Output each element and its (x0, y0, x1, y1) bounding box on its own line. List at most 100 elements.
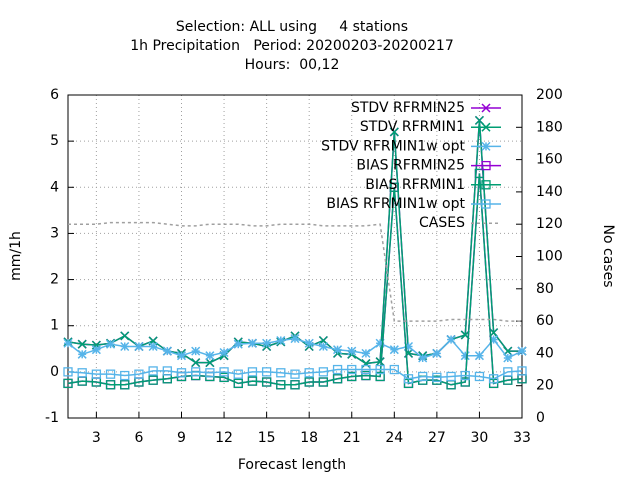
marker (432, 348, 442, 358)
marker (290, 334, 300, 344)
marker-square (63, 378, 73, 389)
marker-square (332, 364, 343, 375)
marker-square (105, 369, 116, 379)
marker (503, 367, 513, 377)
marker-square (481, 199, 491, 209)
x-tick-label: 18 (300, 430, 318, 446)
marker-square (474, 371, 485, 382)
marker (219, 372, 229, 383)
marker-square (120, 380, 130, 390)
marker-stroke (361, 359, 371, 369)
marker (77, 349, 87, 359)
y-tick-label: 4 (50, 179, 59, 195)
marker (148, 375, 158, 385)
marker-square (261, 377, 272, 387)
marker-square (290, 369, 300, 379)
title-line: Selection: ALL using 4 stations (176, 19, 408, 35)
marker (63, 378, 73, 389)
marker (481, 199, 491, 209)
y2-tick-label: 160 (536, 152, 563, 168)
y2-tick-label: 40 (536, 345, 554, 361)
x-tick-label: 12 (215, 430, 233, 446)
marker (333, 345, 343, 355)
marker (191, 358, 201, 368)
legend-label: STDV RFRMIN1 (360, 119, 465, 135)
marker (276, 368, 286, 378)
marker (233, 339, 243, 349)
x-tick-label: 21 (343, 430, 361, 446)
marker (191, 346, 201, 356)
marker-square (304, 368, 314, 378)
marker (261, 377, 272, 387)
y2-tick-label: 180 (536, 119, 563, 135)
marker (91, 369, 102, 379)
marker-square (233, 378, 243, 389)
legend-label: BIAS RFRMIN1w opt (326, 196, 465, 212)
marker-square (375, 371, 385, 382)
marker (205, 368, 215, 378)
marker-stroke (389, 127, 399, 137)
marker (418, 353, 428, 363)
marker (361, 359, 371, 369)
series-line (67, 173, 523, 386)
marker-square (460, 377, 470, 387)
marker-square (347, 371, 357, 382)
marker-square (219, 367, 229, 377)
marker (460, 351, 470, 361)
legend-label: CASES (419, 215, 465, 231)
y2-tick-label: 200 (536, 87, 563, 103)
marker (375, 364, 385, 375)
marker (120, 380, 130, 390)
marker (148, 366, 158, 376)
marker-stroke (205, 358, 215, 368)
legend-label: STDV RFRMIN25 (351, 100, 465, 116)
marker (488, 374, 499, 384)
marker-square (233, 369, 243, 379)
marker-stroke (481, 122, 491, 132)
marker-square (460, 370, 470, 381)
marker (474, 168, 485, 179)
y-tick-label: 1 (50, 318, 59, 334)
legend-label: BIAS RFRMIN1 (365, 177, 465, 193)
marker (481, 160, 491, 171)
marker (432, 372, 442, 383)
marker-square (148, 375, 158, 385)
legend-label: STDV RFRMIN1w opt (321, 138, 465, 154)
marker (120, 370, 130, 381)
marker (375, 371, 385, 382)
marker (318, 341, 328, 352)
x-tick-label: 24 (385, 430, 403, 446)
marker-square (162, 366, 172, 376)
marker-square (375, 364, 385, 375)
marker (77, 368, 87, 378)
marker (517, 346, 527, 356)
marker (63, 338, 73, 348)
marker (474, 115, 484, 125)
marker-square (474, 168, 485, 179)
marker (460, 377, 470, 387)
marker (205, 351, 215, 361)
marker (481, 103, 491, 113)
marker (481, 141, 491, 151)
marker-square (247, 367, 258, 377)
marker (276, 380, 286, 390)
marker-square (276, 368, 286, 378)
marker-square (481, 160, 491, 171)
marker-square (219, 372, 229, 383)
marker (134, 341, 144, 352)
title-line: 1h Precipitation Period: 20200203-202002… (130, 38, 453, 54)
marker-stroke (120, 331, 130, 341)
marker (389, 345, 399, 355)
marker-square (191, 367, 201, 377)
marker-square (332, 374, 343, 384)
marker (389, 127, 399, 137)
series-line (68, 221, 522, 322)
marker (63, 367, 73, 377)
marker-square (63, 367, 73, 377)
x-tick-label: 3 (92, 430, 101, 446)
x-axis-label: Forecast length (238, 457, 346, 473)
marker (176, 368, 187, 378)
marker (361, 364, 371, 375)
marker-square (432, 372, 442, 383)
marker-square (105, 380, 116, 390)
